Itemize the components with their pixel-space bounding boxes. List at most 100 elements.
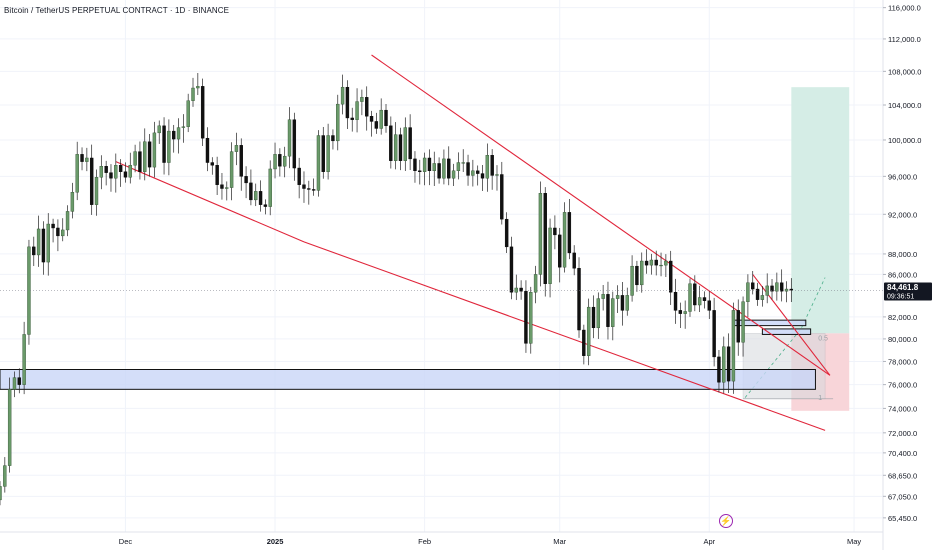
candle-body xyxy=(65,211,70,231)
candle-body xyxy=(731,310,736,382)
candle-body xyxy=(61,229,65,237)
candle-body xyxy=(302,184,306,189)
candle-body xyxy=(620,295,625,311)
candle-body xyxy=(239,145,243,177)
candle-body xyxy=(577,268,581,331)
candle-body xyxy=(447,158,451,179)
candle-body xyxy=(673,292,678,311)
trendline xyxy=(303,241,826,431)
candle-body xyxy=(200,86,205,139)
last-price-value: 84,461.8 xyxy=(887,283,919,292)
support-zone xyxy=(0,369,816,390)
candle-body xyxy=(596,298,601,329)
candle-body xyxy=(311,189,316,191)
y-tick-label: 112,000.0 xyxy=(888,35,921,44)
support-zone xyxy=(761,328,812,335)
candle-body xyxy=(186,100,190,127)
candle-body xyxy=(70,192,75,212)
candle-body xyxy=(644,260,649,266)
y-tick-label: 67,050.0 xyxy=(888,492,917,501)
y-tick-label: 70,400.0 xyxy=(888,449,917,458)
candle-body xyxy=(495,174,499,176)
candle-body xyxy=(741,301,745,343)
candle-body xyxy=(475,170,480,174)
y-tick-label: 116,000.0 xyxy=(888,4,921,13)
candle-body xyxy=(162,125,166,163)
candle-body xyxy=(143,141,147,172)
candle-body xyxy=(485,155,490,179)
candle-body xyxy=(384,109,388,127)
candle-body xyxy=(558,234,562,268)
y-tick-label: 76,000.0 xyxy=(888,381,917,390)
y-tick-label: 104,000.0 xyxy=(888,101,921,110)
candle-body xyxy=(51,223,55,229)
candle-body xyxy=(307,188,311,190)
candle-body xyxy=(234,145,239,152)
candle-body xyxy=(172,130,176,140)
y-tick-label: 92,000.0 xyxy=(888,210,917,219)
candle-body xyxy=(292,119,297,169)
candle-body xyxy=(196,86,200,89)
candle-body xyxy=(268,168,272,207)
candle-body xyxy=(668,260,673,293)
candle-body xyxy=(138,151,142,172)
candle-body xyxy=(46,223,50,263)
candle-body xyxy=(321,135,325,172)
x-tick-label: Apr xyxy=(703,537,715,546)
candle-body xyxy=(707,300,711,311)
candle-body xyxy=(258,191,263,205)
candle-body xyxy=(770,285,774,292)
candle-body xyxy=(601,294,605,299)
y-tick-label: 108,000.0 xyxy=(888,67,921,76)
candle-body xyxy=(533,274,538,293)
risk-reward-tool[interactable]: 0.51 xyxy=(742,87,850,411)
candle-body xyxy=(114,165,118,179)
y-tick-label: 68,650.0 xyxy=(888,471,917,480)
candle-body xyxy=(389,125,393,161)
y-tick-label: 72,000.0 xyxy=(888,429,917,438)
candle-body xyxy=(316,135,321,191)
candle-body xyxy=(755,288,760,300)
candle-body xyxy=(254,191,258,201)
candle-body xyxy=(702,297,707,301)
candle-body xyxy=(514,287,518,293)
candle-body xyxy=(133,151,137,166)
price-label-box xyxy=(884,282,932,301)
candle-body xyxy=(659,264,663,267)
lightning-bolt-icon[interactable]: ⚡ xyxy=(719,514,733,528)
candle-body xyxy=(32,246,36,256)
candle-body xyxy=(422,157,427,172)
candle-body xyxy=(466,162,470,176)
y-tick-label: 100,000.0 xyxy=(888,136,921,145)
y-tick-label: 78,000.0 xyxy=(888,357,917,366)
candle-body xyxy=(365,97,369,117)
candle-body xyxy=(751,282,755,290)
candle-body xyxy=(360,97,364,102)
countdown-timer: 09:36:51 xyxy=(887,294,914,301)
candle-body xyxy=(746,282,750,302)
candle-body xyxy=(244,176,248,184)
candle-body xyxy=(345,86,350,119)
candle-body xyxy=(413,158,417,172)
candle-body xyxy=(451,170,456,179)
candle-body xyxy=(393,134,398,161)
candle-body xyxy=(582,329,586,356)
trendline xyxy=(371,54,831,376)
candle-body xyxy=(630,265,634,296)
candle-body xyxy=(56,227,60,237)
candle-body xyxy=(297,167,301,185)
support-zones[interactable] xyxy=(0,319,816,390)
candle-body xyxy=(789,288,794,291)
candle-body xyxy=(437,163,441,179)
y-tick-label: 96,000.0 xyxy=(888,172,917,181)
y-tick-label: 65,450.0 xyxy=(888,514,917,523)
symbol-title[interactable]: Bitcoin / TetherUS PERPETUAL CONTRACT · … xyxy=(4,6,230,15)
trendlines[interactable] xyxy=(115,54,831,431)
candle-body xyxy=(586,306,591,356)
candle-body xyxy=(456,162,461,172)
candle-body xyxy=(784,288,789,292)
candle-body xyxy=(128,165,132,178)
candle-body xyxy=(654,259,658,266)
